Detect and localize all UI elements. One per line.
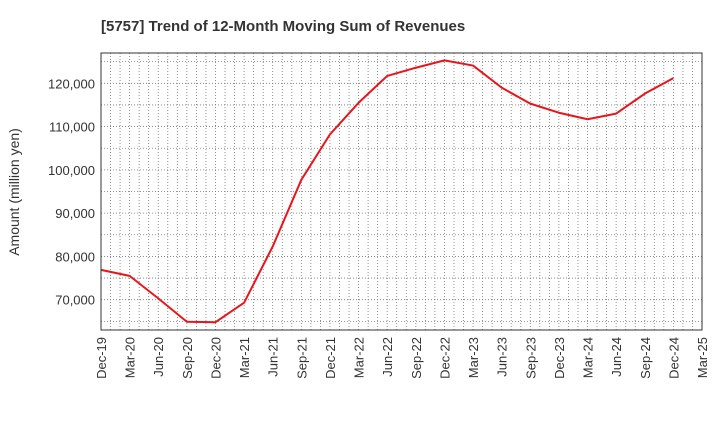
x-tick-label: Mar-20	[123, 337, 138, 378]
x-tick-label: Dec-19	[94, 337, 109, 379]
x-tick-label: Mar-24	[581, 337, 596, 378]
y-tick-label: 90,000	[55, 206, 95, 221]
y-axis-label: Amount (million yen)	[6, 128, 22, 256]
x-tick-label: Jun-22	[380, 337, 395, 377]
y-tick-label: 100,000	[48, 163, 95, 178]
x-tick-label: Sep-24	[638, 337, 653, 379]
x-tick-label: Sep-23	[523, 337, 538, 379]
x-tick-label: Dec-22	[437, 337, 452, 379]
series-line	[100, 59, 674, 324]
x-tick-label: Jun-23	[495, 337, 510, 377]
grid	[101, 53, 702, 330]
x-tick-label: Mar-23	[466, 337, 481, 378]
x-tick-label: Mar-21	[237, 337, 252, 378]
x-tick-label: Dec-23	[552, 337, 567, 379]
series-layer	[100, 59, 674, 324]
y-tick-label: 110,000	[49, 120, 95, 135]
x-tick-label: Mar-22	[352, 337, 367, 378]
chart-title: [5757] Trend of 12-Month Moving Sum of R…	[101, 18, 465, 35]
y-tick-label: 120,000	[48, 76, 95, 91]
y-tick-label: 70,000	[55, 293, 95, 308]
x-tick-label: Dec-24	[666, 337, 681, 379]
x-tick-label: Dec-20	[208, 337, 223, 379]
x-tick-label: Jun-21	[266, 337, 281, 377]
x-tick-label: Mar-25	[695, 337, 710, 378]
x-axis-ticks: Dec-19 Mar-20 Jun-20 Sep-20 Dec-20 Mar-21 Jun-…	[94, 337, 710, 379]
y-axis-ticks: 70,000 80,000 90,000 100,000 110,000 120,000	[48, 76, 95, 307]
x-tick-label: Jun-20	[151, 337, 166, 377]
x-tick-label: Jun-24	[609, 337, 624, 377]
x-tick-label: Sep-22	[409, 337, 424, 379]
x-tick-label: Dec-21	[323, 337, 338, 379]
x-tick-label: Sep-21	[294, 337, 309, 379]
x-tick-label: Sep-20	[180, 337, 195, 379]
y-tick-label: 80,000	[55, 249, 95, 264]
plot-frame	[100, 52, 703, 331]
